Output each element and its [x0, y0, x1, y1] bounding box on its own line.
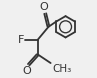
Text: O: O: [23, 66, 32, 76]
Text: F: F: [17, 35, 24, 45]
Text: O: O: [39, 2, 48, 12]
Text: CH₃: CH₃: [52, 64, 71, 74]
